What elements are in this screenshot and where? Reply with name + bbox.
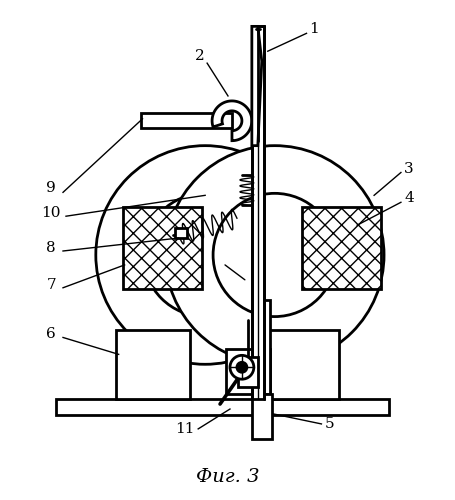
Bar — [265, 330, 339, 399]
Bar — [252, 26, 264, 399]
Bar — [238, 358, 258, 387]
Polygon shape — [212, 101, 252, 140]
Polygon shape — [252, 26, 262, 146]
Bar — [226, 350, 270, 394]
Text: 5: 5 — [324, 417, 334, 431]
Circle shape — [143, 194, 267, 316]
Bar — [116, 330, 190, 399]
Text: 9: 9 — [46, 182, 56, 196]
Text: 8: 8 — [46, 241, 56, 255]
Text: 6: 6 — [46, 328, 56, 342]
Text: 4: 4 — [404, 192, 414, 205]
Text: 3: 3 — [404, 162, 414, 175]
Text: 7: 7 — [46, 278, 56, 292]
Bar — [56, 399, 389, 415]
Text: 1: 1 — [309, 22, 319, 36]
Text: Фиг. 3: Фиг. 3 — [196, 468, 259, 485]
Text: 10: 10 — [41, 206, 61, 220]
Bar — [123, 208, 202, 289]
Circle shape — [230, 356, 254, 379]
Bar — [175, 228, 187, 238]
Text: 11: 11 — [176, 422, 195, 436]
Circle shape — [96, 146, 314, 364]
Circle shape — [237, 362, 247, 372]
Bar — [252, 394, 272, 439]
Text: 2: 2 — [195, 49, 205, 63]
Circle shape — [213, 194, 336, 316]
Bar — [264, 300, 270, 394]
Bar — [302, 208, 381, 289]
Circle shape — [165, 146, 384, 364]
Bar — [141, 113, 232, 128]
